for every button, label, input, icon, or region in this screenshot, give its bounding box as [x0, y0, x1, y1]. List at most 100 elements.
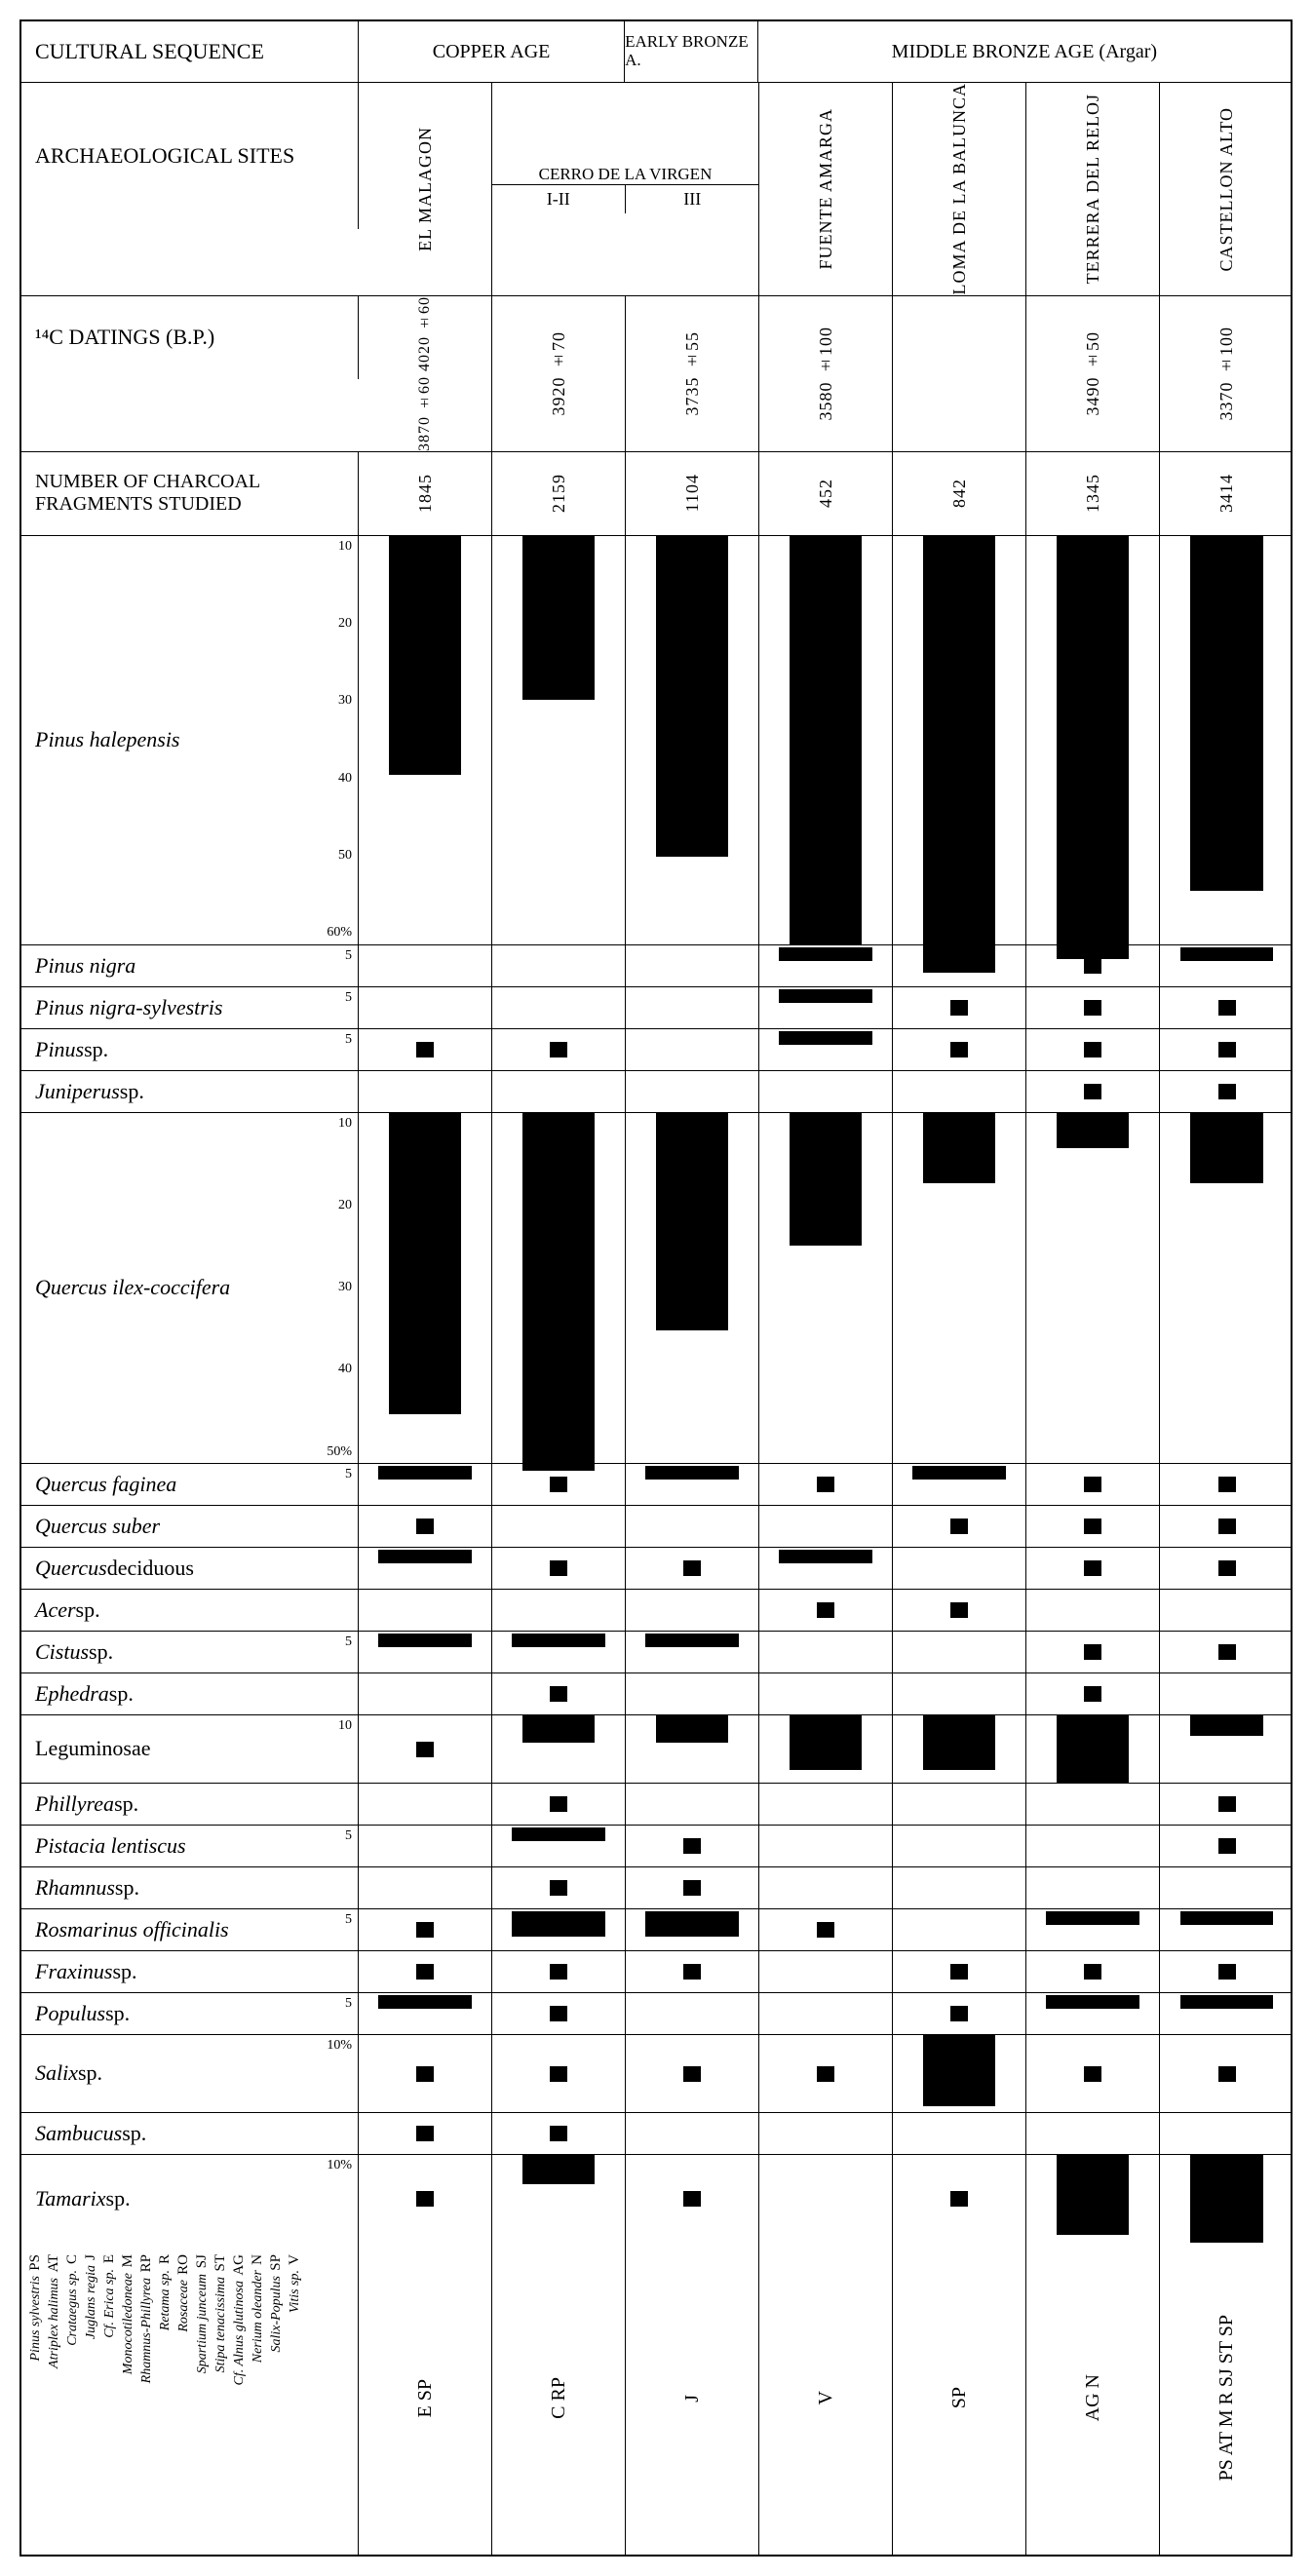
species-name: Juniperus sp. — [21, 1071, 158, 1112]
data-cell — [626, 945, 759, 986]
legend-name: Monocotiledoneae — [121, 2273, 136, 2374]
bar — [1057, 1715, 1130, 1784]
presence-square — [550, 2006, 567, 2021]
presence-square — [1218, 1796, 1236, 1812]
frag-fuente: 452 — [816, 479, 836, 508]
data-cell — [1026, 1993, 1160, 2034]
legend-name: Spartium junceum — [195, 2274, 211, 2373]
bar — [656, 1715, 729, 1743]
data-cell — [359, 1071, 492, 1112]
footer-legend: PSPinus sylvestrisATAtriplex halimusCCra… — [21, 2243, 359, 2555]
legend-entry: SJ Spartium junceum — [194, 2254, 211, 2543]
data-cell — [492, 1506, 626, 1547]
legend-code: V — [287, 2254, 303, 2265]
bar — [790, 1113, 863, 1247]
bar — [1084, 2066, 1101, 2082]
species-row: Leguminosae10 — [21, 1715, 1291, 1784]
legend-name: Cf. Alnus glutinosa — [232, 2281, 248, 2385]
dating-cerro1: 3920 ±70 — [549, 331, 569, 416]
legend-code: J — [83, 2254, 99, 2260]
legend-code: SJ — [194, 2254, 211, 2268]
axis-labels: 102030405060% — [327, 536, 352, 944]
data-cell — [893, 945, 1026, 986]
bar — [550, 2066, 567, 2082]
dating-cerro2: 3735 ±55 — [682, 331, 703, 416]
species-row: Fraxinus sp. — [21, 1951, 1291, 1993]
data-cell — [1160, 536, 1293, 944]
axis-labels: 5 — [345, 1909, 352, 1950]
fcode-cerro1: C RP — [548, 2365, 570, 2431]
presence-square — [950, 1964, 968, 1980]
period-middle-bronze: MIDDLE BRONZE AGE (Argar) — [758, 21, 1291, 82]
presence-square — [683, 1838, 701, 1854]
data-cell — [626, 1113, 759, 1463]
bar — [389, 1113, 462, 1415]
data-cell — [626, 2155, 759, 2243]
data-cell — [893, 1784, 1026, 1825]
presence-square — [550, 1042, 567, 1057]
bar — [1190, 1715, 1263, 1736]
data-cell — [1026, 1548, 1160, 1589]
small-bar — [645, 1466, 738, 1480]
presence-square — [1218, 1084, 1236, 1099]
data-cell — [759, 2113, 893, 2154]
datings-row: ¹⁴C DATINGS (B.P.) 3870 ±60 4020 ±60 392… — [21, 296, 1291, 452]
bar — [522, 536, 596, 700]
data-cell — [1026, 1784, 1160, 1825]
species-row: Quercus suber — [21, 1506, 1291, 1548]
data-cell — [492, 1715, 626, 1783]
legend-entry: AGCf. Alnus glutinosa — [231, 2254, 248, 2543]
data-cell — [759, 1113, 893, 1463]
small-bar — [512, 1634, 604, 1647]
legend-code: C — [64, 2254, 81, 2264]
presence-square — [950, 1000, 968, 1016]
data-cell — [626, 1029, 759, 1070]
data-cell — [759, 2155, 893, 2243]
data-cell — [359, 1590, 492, 1631]
axis-labels: 5 — [345, 1632, 352, 1672]
species-row: Salix sp.10% — [21, 2035, 1291, 2113]
data-cell — [1026, 1826, 1160, 1866]
axis-labels: 5 — [345, 1826, 352, 1866]
presence-square — [1084, 958, 1101, 974]
small-bar — [1180, 1911, 1274, 1925]
presence-square — [683, 1964, 701, 1980]
small-bar — [779, 989, 871, 1003]
species-name: Phillyrea sp. — [21, 1784, 152, 1825]
bar — [1190, 2155, 1263, 2243]
frag-cerro1: 2159 — [549, 474, 569, 513]
small-bar — [512, 1827, 604, 1841]
small-bar — [512, 1911, 604, 1937]
legend-entry: PSPinus sylvestris — [27, 2254, 44, 2543]
species-row: Pinus sp.5 — [21, 1029, 1291, 1071]
data-cell — [759, 536, 893, 944]
data-cell — [759, 1071, 893, 1112]
data-cell — [893, 2113, 1026, 2154]
bar — [923, 1715, 996, 1770]
dating-terrera: 3490 ±50 — [1083, 331, 1103, 416]
data-cell — [1160, 1867, 1293, 1908]
data-cell — [492, 1071, 626, 1112]
small-bar — [378, 1550, 471, 1563]
data-cell — [893, 1464, 1026, 1505]
data-cell — [626, 1784, 759, 1825]
legend-name: Vitis sp. — [288, 2270, 303, 2313]
frag-castellon: 3414 — [1216, 474, 1237, 513]
presence-square — [550, 1880, 567, 1896]
data-cell — [1026, 1113, 1160, 1463]
data-cell — [1160, 1464, 1293, 1505]
axis-labels: 5 — [345, 945, 352, 986]
species-row: Sambucus sp. — [21, 2113, 1291, 2155]
species-name: Pinus nigra — [21, 945, 149, 986]
data-cell — [759, 1464, 893, 1505]
small-bar — [378, 1634, 471, 1647]
presence-square — [1218, 1838, 1236, 1854]
data-cell — [759, 1715, 893, 1783]
presence-square — [950, 2006, 968, 2021]
legend-entry: ECf. Erica sp. — [101, 2254, 118, 2543]
data-cell — [626, 2035, 759, 2112]
site-loma: LOMA DE LA BALUNCA — [949, 83, 970, 295]
species-row: Pinus nigra 5 — [21, 945, 1291, 987]
axis-labels: 5 — [345, 1029, 352, 1070]
legend-name: Nerium oleander — [251, 2270, 266, 2363]
